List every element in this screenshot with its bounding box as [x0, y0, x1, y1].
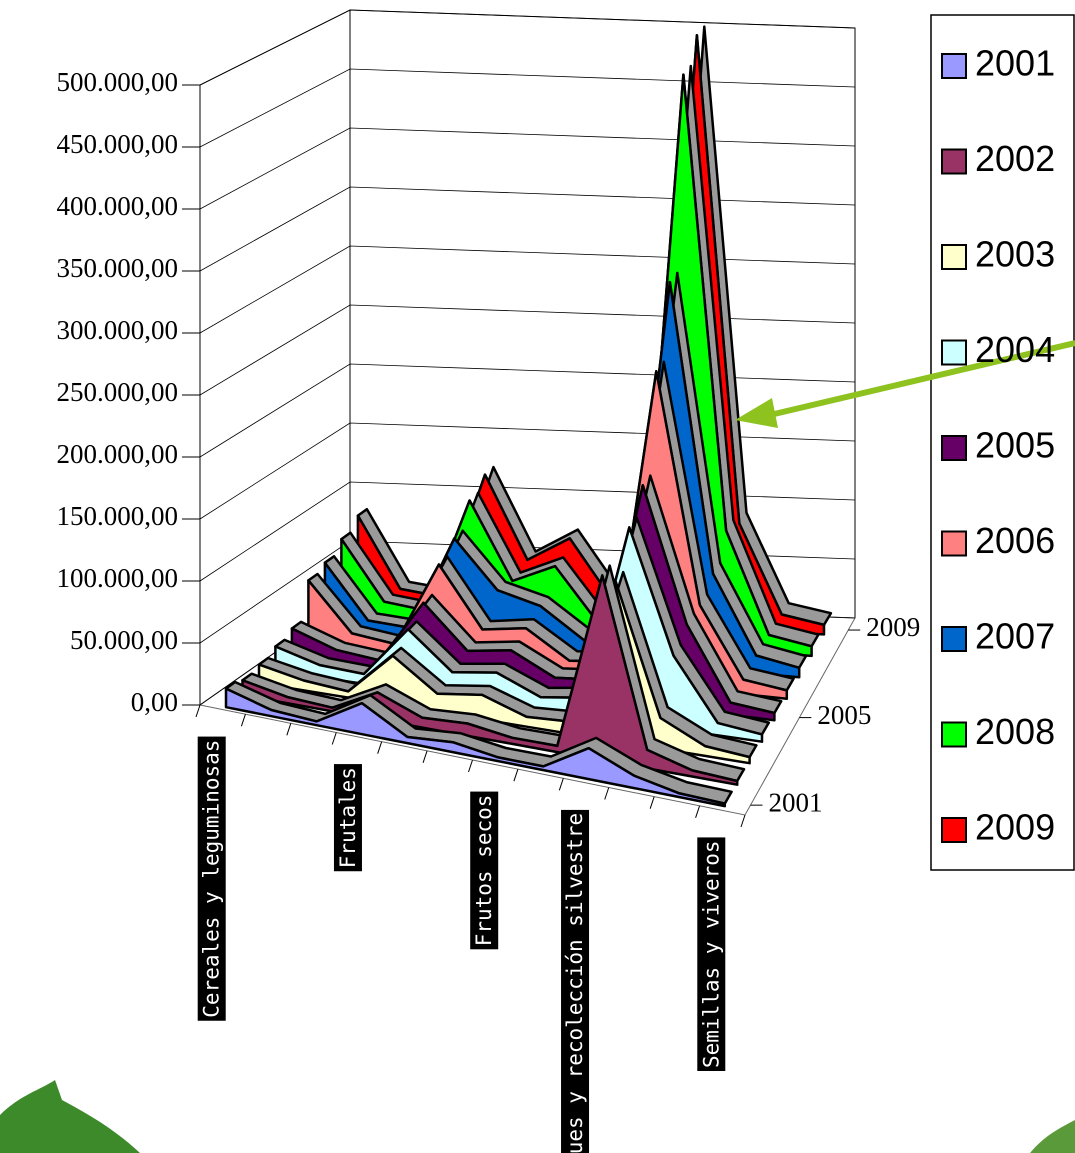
- x-label-bg: [697, 837, 726, 1071]
- x-label-bg: [561, 809, 590, 1153]
- y-tick-label: 0,00: [131, 687, 178, 717]
- x-tick: [649, 796, 655, 809]
- x-tick: [513, 769, 519, 782]
- x-label-bg: [470, 791, 499, 950]
- leaf-decoration: [0, 1080, 140, 1153]
- arrow-head: [735, 398, 778, 428]
- legend-swatch: [941, 148, 967, 175]
- legend-swatch: [941, 530, 967, 557]
- x-tick-label: Semillas y viveros: [699, 840, 723, 1068]
- y-tick-label: 400.000,00: [57, 191, 179, 221]
- x-tick: [422, 750, 428, 763]
- x-tick-label: Frutales: [336, 767, 360, 868]
- x-label-group: Semillas y viveros: [697, 837, 726, 1071]
- legend-swatch: [941, 817, 967, 843]
- plot: 0,00 50.000,00 100.000,00 150.000,00 200.000…: [57, 9, 920, 1153]
- x-tick: [695, 805, 701, 818]
- y-tick-label: 300.000,00: [57, 315, 179, 345]
- x-tick: [558, 778, 564, 791]
- x-label-bg: [197, 736, 226, 1021]
- x-tick: [286, 723, 292, 736]
- legend-label: 2002: [975, 138, 1055, 179]
- x-tick: [331, 732, 337, 745]
- z-tick-label: 2005: [817, 700, 871, 730]
- x-label-group: Bosques y recolección silvestre: [561, 809, 590, 1153]
- y-tick-label: 250.000,00: [57, 377, 179, 407]
- x-label-group: Frutales: [333, 764, 362, 872]
- grid-line: [199, 9, 856, 86]
- x-tick-label: Cereales y leguminosas: [200, 740, 224, 1018]
- legend-label: 2006: [975, 520, 1055, 561]
- x-tick: [604, 787, 610, 800]
- x-label-group: Cereales y leguminosas: [197, 736, 226, 1021]
- legend-swatch: [941, 626, 967, 652]
- y-tick-label: 150.000,00: [57, 501, 179, 531]
- legend-swatch: [941, 244, 967, 270]
- x-label-bg: [333, 764, 362, 872]
- ribbon-face: [224, 687, 727, 808]
- legend-label: 2007: [975, 616, 1055, 657]
- x-label-group: Frutos secos: [470, 791, 499, 950]
- legend-label: 2003: [975, 234, 1055, 275]
- grid-line: [199, 68, 856, 148]
- x-tick: [240, 714, 246, 727]
- x-tick: [377, 741, 383, 754]
- leaf-decoration: [1030, 1120, 1075, 1153]
- y-tick-label: 200.000,00: [57, 439, 179, 469]
- legend-label: 2008: [975, 711, 1055, 752]
- x-tick: [195, 704, 201, 718]
- legend-label: 2005: [975, 425, 1055, 466]
- z-tick-label: 2009: [866, 612, 920, 642]
- x-tick-label: Frutos secos: [472, 795, 496, 947]
- x-tick: [740, 814, 746, 828]
- legend-label: 2004: [975, 329, 1055, 370]
- legend-label: 2009: [975, 807, 1055, 848]
- legend-swatch: [941, 339, 967, 366]
- legend-swatch: [941, 435, 967, 461]
- legend-swatch: [941, 53, 967, 79]
- y-tick-label: 50.000,00: [70, 625, 178, 655]
- arrow: [769, 340, 1075, 418]
- y-tick-label: 450.000,00: [57, 129, 179, 159]
- legend-label: 2001: [975, 43, 1055, 84]
- y-tick-label: 500.000,00: [57, 67, 179, 97]
- x-tick-label: Bosques y recolección silvestre: [563, 813, 587, 1153]
- z-tick-label: 2001: [769, 787, 823, 817]
- legend-swatch: [941, 721, 967, 748]
- y-tick-label: 350.000,00: [57, 253, 179, 283]
- y-tick-label: 100.000,00: [57, 563, 179, 593]
- x-tick: [468, 759, 473, 773]
